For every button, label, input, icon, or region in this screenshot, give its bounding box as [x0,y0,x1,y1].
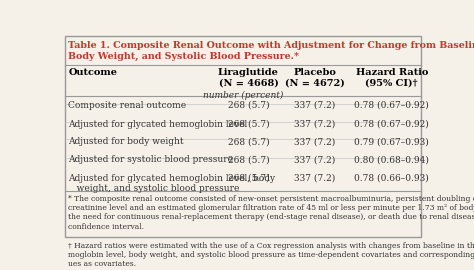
Text: 0.78 (0.66–0.93): 0.78 (0.66–0.93) [355,174,429,183]
Text: 337 (7.2): 337 (7.2) [294,120,335,129]
FancyBboxPatch shape [65,36,421,237]
Text: Adjusted for systolic blood pressure: Adjusted for systolic blood pressure [68,155,233,164]
Text: Liraglutide
(N = 4668): Liraglutide (N = 4668) [218,68,279,87]
Text: Body Weight, and Systolic Blood Pressure.*: Body Weight, and Systolic Blood Pressure… [68,52,300,61]
Text: Adjusted for body weight: Adjusted for body weight [68,137,184,146]
Text: Adjusted for glycated hemoglobin level, body
   weight, and systolic blood press: Adjusted for glycated hemoglobin level, … [68,174,275,193]
Text: Hazard Ratio
(95% CI)†: Hazard Ratio (95% CI)† [356,68,428,87]
Text: Adjusted for glycated hemoglobin level: Adjusted for glycated hemoglobin level [68,120,248,129]
Text: 0.79 (0.67–0.93): 0.79 (0.67–0.93) [355,137,429,146]
Text: 0.80 (0.68–0.94): 0.80 (0.68–0.94) [354,155,429,164]
Text: 268 (5.7): 268 (5.7) [228,120,269,129]
Text: 0.78 (0.67–0.92): 0.78 (0.67–0.92) [355,101,429,110]
Text: 337 (7.2): 337 (7.2) [294,137,335,146]
Text: 268 (5.7): 268 (5.7) [228,155,269,164]
Text: 268 (5.7): 268 (5.7) [228,174,269,183]
Text: 337 (7.2): 337 (7.2) [294,101,335,110]
Text: 268 (5.7): 268 (5.7) [228,137,269,146]
Text: 337 (7.2): 337 (7.2) [294,155,335,164]
Text: † Hazard ratios were estimated with the use of a Cox regression analysis with ch: † Hazard ratios were estimated with the … [68,242,474,268]
Text: number (percent): number (percent) [203,91,283,100]
Text: Table 1. Composite Renal Outcome with Adjustment for Change from Baseline in Gly: Table 1. Composite Renal Outcome with Ad… [68,41,474,50]
Text: Outcome: Outcome [68,68,118,77]
Text: 337 (7.2): 337 (7.2) [294,174,335,183]
Text: 0.78 (0.67–0.92): 0.78 (0.67–0.92) [355,120,429,129]
Text: * The composite renal outcome consisted of new-onset persistent macroalbuminuria: * The composite renal outcome consisted … [68,195,474,231]
Text: Composite renal outcome: Composite renal outcome [68,101,187,110]
Text: 268 (5.7): 268 (5.7) [228,101,269,110]
Text: Placebo
(N = 4672): Placebo (N = 4672) [285,68,345,87]
